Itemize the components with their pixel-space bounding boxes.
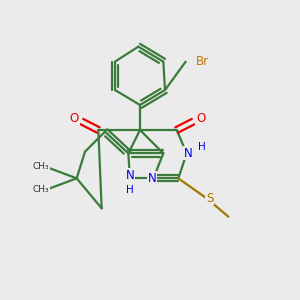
Text: H: H: [126, 185, 134, 195]
Text: N: N: [126, 169, 134, 182]
Text: H: H: [198, 142, 206, 152]
Text: Br: Br: [196, 55, 209, 68]
Text: S: S: [206, 192, 213, 205]
Text: CH₃: CH₃: [33, 162, 49, 171]
Text: O: O: [70, 112, 79, 125]
Text: N: N: [184, 147, 193, 160]
Text: CH₃: CH₃: [33, 185, 49, 194]
Text: N: N: [148, 172, 156, 185]
Text: O: O: [196, 112, 205, 125]
